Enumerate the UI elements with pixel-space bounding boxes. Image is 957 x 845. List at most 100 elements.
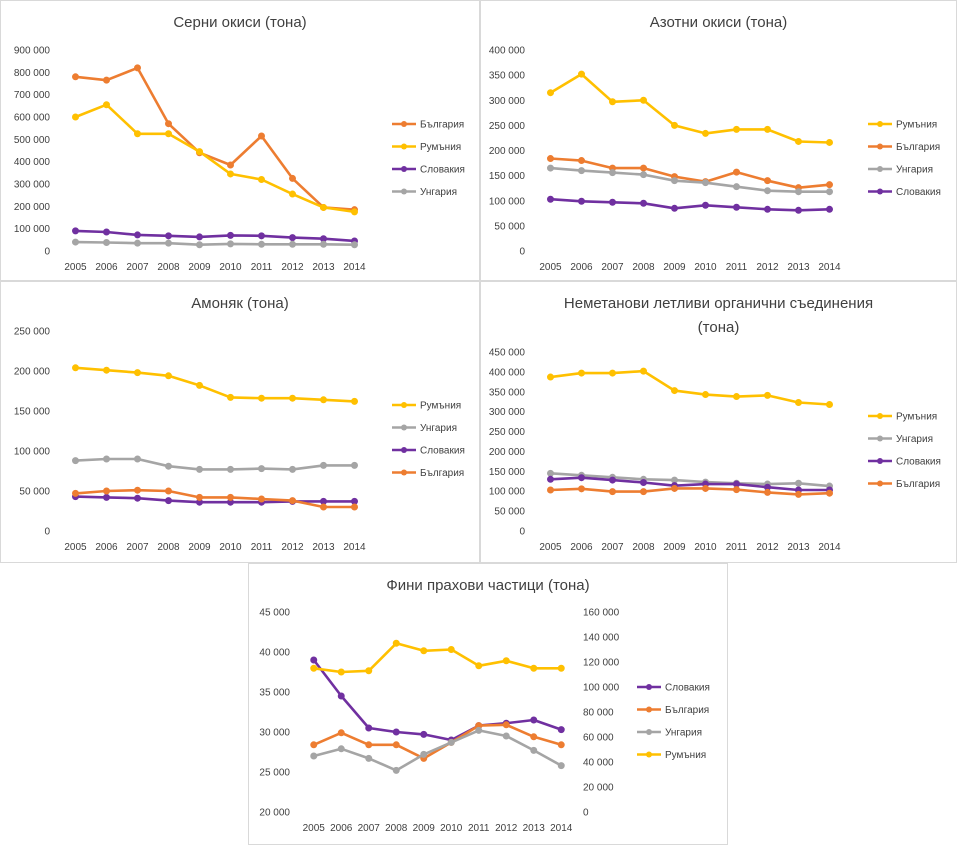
y-tick-label: 400 000	[489, 46, 526, 57]
x-tick-label: 2014	[343, 262, 366, 273]
chart-svg: Серни окиси (тона) 0 100 000 200 000 300 000…	[14, 14, 465, 273]
data-point	[733, 393, 740, 401]
data-point	[733, 125, 740, 133]
x-tick-label: 2008	[157, 262, 180, 273]
series-line	[74, 66, 356, 211]
legend-swatch-marker	[877, 458, 883, 464]
data-point	[72, 364, 79, 372]
data-point	[227, 240, 234, 248]
data-point	[826, 181, 833, 189]
data-point	[258, 132, 265, 140]
x-tick-label: 2005	[539, 542, 562, 553]
data-point	[702, 484, 709, 492]
data-point	[547, 469, 554, 477]
data-point	[365, 741, 373, 749]
data-point	[365, 667, 373, 675]
x-tick-label: 2007	[601, 262, 624, 273]
x-tick-label: 2010	[219, 262, 242, 273]
data-point	[134, 231, 141, 239]
x-tick-label: 2005	[64, 542, 87, 553]
data-point	[103, 366, 110, 374]
x-tick-label: 2014	[818, 262, 841, 273]
legend-label: Словакия	[665, 683, 710, 694]
x-tick-label: 2014	[818, 542, 841, 553]
data-point	[134, 486, 141, 494]
data-point	[392, 639, 400, 647]
data-point	[165, 372, 172, 380]
data-point	[351, 503, 358, 511]
data-point	[289, 497, 296, 505]
data-point	[337, 692, 345, 700]
legend-label: Румъния	[420, 401, 461, 412]
data-point	[258, 232, 265, 240]
data-point	[103, 487, 110, 495]
data-point	[502, 657, 510, 665]
data-point	[227, 493, 234, 501]
x-tick-label: 2006	[95, 542, 118, 553]
y-tick-label: 40 000	[259, 648, 290, 659]
x-tick-label: 2011	[251, 542, 273, 553]
data-point	[351, 461, 358, 469]
data-point	[578, 369, 585, 377]
x-tick-label: 2012	[281, 262, 304, 273]
data-point	[196, 241, 203, 249]
data-point	[196, 465, 203, 473]
data-point	[320, 396, 327, 404]
data-point	[365, 724, 373, 732]
data-point	[134, 239, 141, 247]
y-tick-label: 50 000	[19, 487, 50, 498]
data-point	[502, 732, 510, 740]
data-point	[227, 465, 234, 473]
x-tick-label: 2011	[468, 823, 490, 834]
x-tick-label: 2005	[303, 823, 326, 834]
legend-label: Румъния	[420, 142, 461, 153]
data-point	[671, 204, 678, 212]
y-tick-label: 300 000	[489, 96, 526, 107]
data-point	[420, 730, 428, 738]
series-line	[549, 157, 831, 189]
y-tick-label: 350 000	[489, 387, 526, 398]
data-point	[289, 190, 296, 198]
x-tick-label: 2008	[632, 262, 655, 273]
data-point	[258, 465, 265, 473]
legend-swatch-marker	[646, 706, 652, 713]
data-point	[320, 203, 327, 211]
data-point	[547, 164, 554, 172]
series-line	[549, 487, 831, 496]
data-point	[165, 487, 172, 495]
data-point	[557, 741, 565, 749]
y-tick-label: 200 000	[14, 367, 51, 378]
data-point	[530, 716, 538, 724]
chart-panel-sulfur-oxides: Серни окиси (тона) 0 100 000 200 000 300 000…	[0, 0, 480, 281]
data-point	[547, 475, 554, 483]
data-point	[733, 168, 740, 176]
series-line	[549, 476, 831, 492]
data-point	[530, 733, 538, 741]
y-tick-label: 50 000	[494, 507, 525, 518]
data-point	[640, 488, 647, 496]
legend-label: Словакия	[420, 446, 465, 457]
data-point	[289, 234, 296, 242]
y-tick-label: 400 000	[489, 367, 526, 378]
data-point	[289, 465, 296, 473]
data-point	[72, 457, 79, 465]
x-tick-label: 2010	[440, 823, 463, 834]
data-point	[578, 167, 585, 175]
y-tick-label: 0	[519, 247, 525, 258]
data-point	[547, 195, 554, 203]
series-line	[312, 729, 563, 772]
y-tick-label: 50 000	[494, 221, 525, 232]
series-line	[74, 457, 356, 471]
x-tick-label: 2011	[251, 262, 273, 273]
data-point	[134, 130, 141, 138]
data-point	[547, 373, 554, 381]
y-tick-label: 300 000	[489, 407, 526, 418]
y2-tick-label: 0	[583, 808, 589, 819]
data-point	[795, 206, 802, 214]
x-tick-label: 2006	[330, 823, 353, 834]
y-tick-label: 100 000	[14, 224, 51, 235]
data-point	[310, 664, 318, 672]
data-point	[547, 155, 554, 163]
series-line	[74, 495, 356, 504]
y-tick-label: 900 000	[14, 46, 51, 57]
